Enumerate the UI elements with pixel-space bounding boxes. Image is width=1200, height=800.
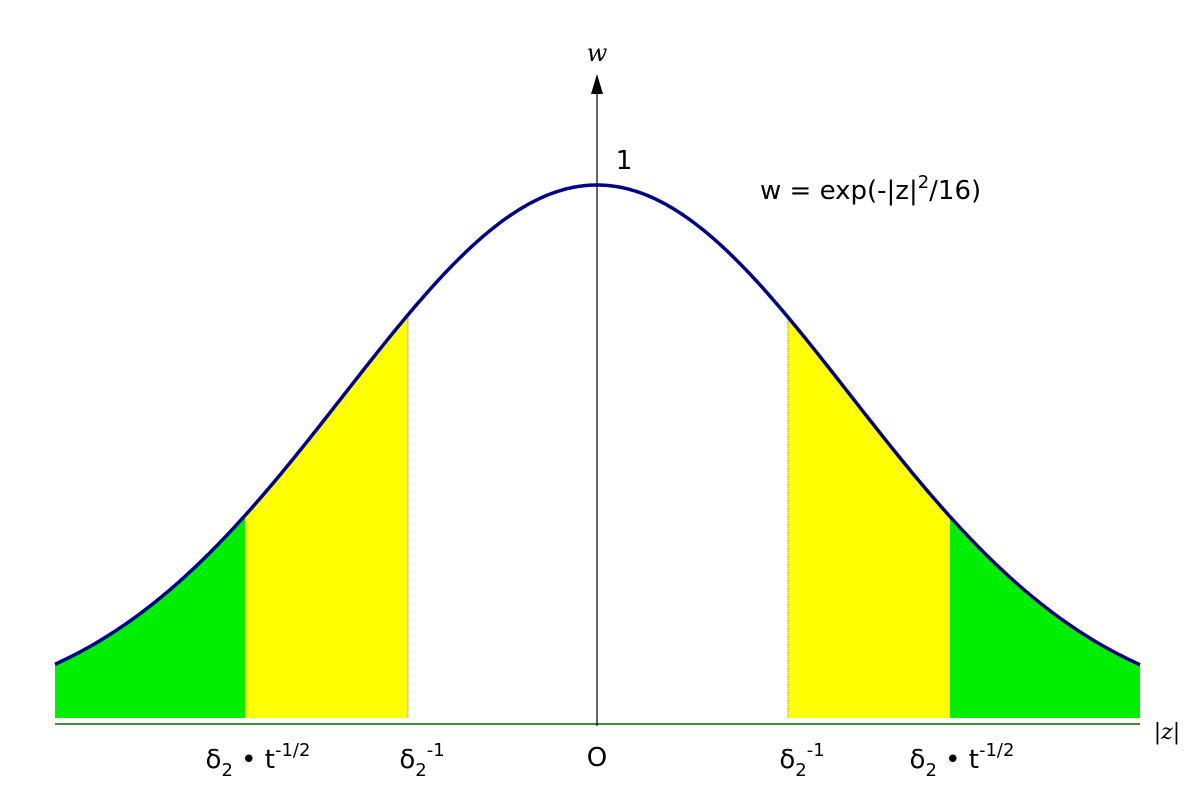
inner-band-right xyxy=(788,317,950,718)
origin-label: O xyxy=(587,743,607,773)
formula-exponent: 2 xyxy=(918,172,929,193)
gaussian-curve xyxy=(54,183,1141,667)
peak-value-label: 1 xyxy=(616,146,633,176)
formula-main: w = exp(-|z| xyxy=(760,176,918,206)
x-axis-label: |z| xyxy=(1154,720,1180,745)
y-axis-arrowhead xyxy=(591,74,603,94)
y-axis-label: w xyxy=(587,39,608,67)
outer-marker-left: δ2 • t-1/2 xyxy=(206,740,311,781)
formula-tail: /16) xyxy=(929,176,981,206)
inner-marker-right: δ2-1 xyxy=(779,740,824,781)
outer-marker-right: δ2 • t-1/2 xyxy=(910,740,1015,781)
formula-label: w = exp(-|z|2/16) xyxy=(760,172,981,206)
inner-band-left xyxy=(245,314,408,718)
inner-marker-left: δ2-1 xyxy=(399,740,444,781)
